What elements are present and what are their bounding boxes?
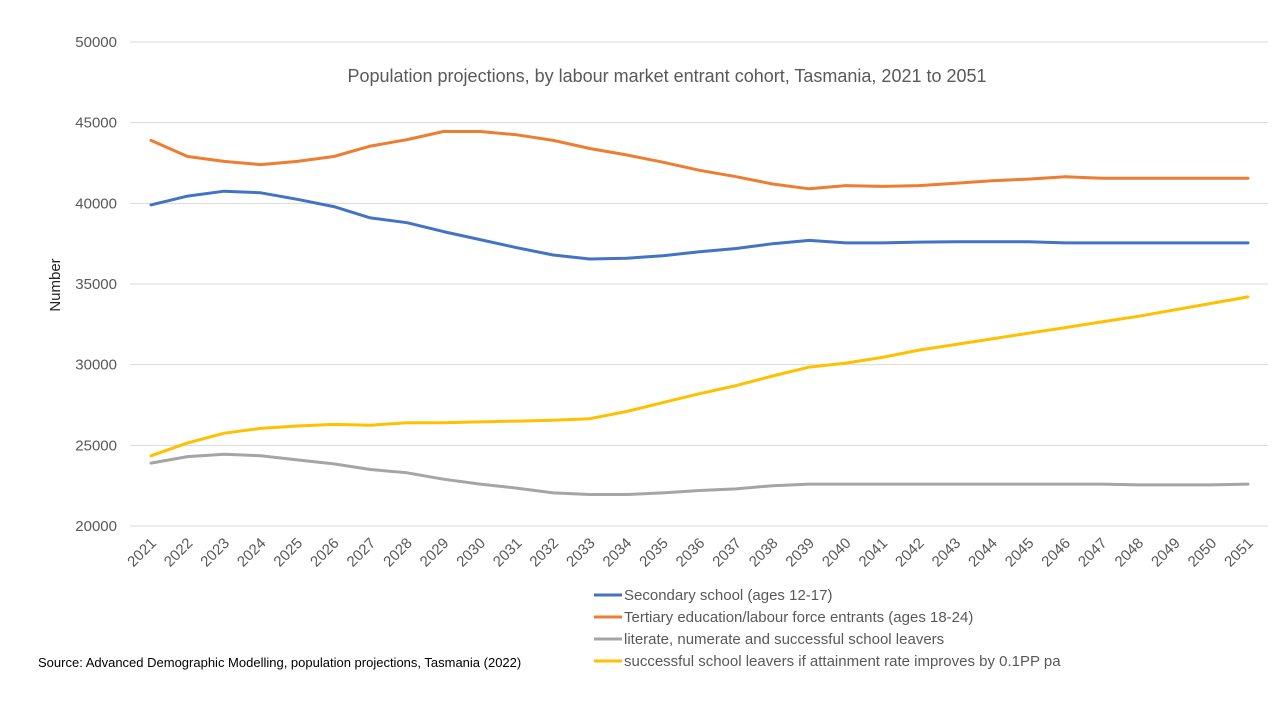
x-tick-label: 2043	[929, 535, 965, 571]
x-tick-label: 2050	[1185, 535, 1221, 571]
legend: Secondary school (ages 12-17) Tertiary ed…	[594, 587, 1061, 670]
x-tick-label: 2023	[197, 535, 233, 571]
series-line	[149, 295, 1250, 458]
x-tick-label: 2025	[270, 535, 306, 571]
x-tick-label: 2045	[1002, 535, 1038, 571]
series-line	[149, 130, 1250, 191]
x-tick-label: 2028	[380, 535, 416, 571]
x-tick-label: 2047	[1075, 535, 1111, 571]
series-line	[149, 189, 1250, 261]
legend-label: successful school leavers if attainment …	[624, 653, 1061, 670]
x-axis-ticks: 2021 2022 2023 2024 2025 2026 2027 2028 2029 2030…	[124, 535, 1257, 571]
x-tick-label: 2041	[856, 535, 892, 571]
x-tick-label: 2035	[636, 535, 672, 571]
y-tick-label: 30000	[75, 357, 117, 374]
y-tick-label: 35000	[75, 276, 117, 293]
y-tick-label: 25000	[75, 437, 117, 454]
x-tick-label: 2051	[1221, 535, 1257, 571]
x-tick-label: 2037	[709, 535, 745, 571]
x-tick-label: 2034	[600, 535, 636, 571]
x-tick-label: 2027	[344, 535, 380, 571]
y-axis-label: Number	[47, 258, 64, 311]
x-tick-label: 2036	[673, 535, 709, 571]
series-line	[149, 452, 1250, 496]
x-tick-label: 2033	[563, 535, 599, 571]
series-lines	[149, 130, 1250, 496]
x-tick-label: 2021	[124, 535, 160, 571]
x-tick-label: 2048	[1112, 535, 1148, 571]
y-tick-label: 40000	[75, 195, 117, 212]
y-tick-label: 50000	[75, 34, 117, 51]
source-note: Source: Advanced Demographic Modelling, …	[38, 655, 522, 670]
x-tick-label: 2038	[746, 535, 782, 571]
x-tick-label: 2024	[234, 535, 270, 571]
x-tick-label: 2031	[490, 535, 526, 571]
gridlines	[130, 41, 1268, 527]
chart-title: Population projections, by labour market…	[347, 66, 986, 86]
legend-label: Tertiary education/labour force entrants…	[624, 609, 973, 626]
y-axis-ticks: 20000 25000 30000 35000 40000 45000 50000	[75, 34, 117, 535]
x-tick-label: 2022	[161, 535, 197, 571]
x-tick-label: 2029	[417, 535, 453, 571]
x-tick-label: 2026	[307, 535, 343, 571]
x-tick-label: 2046	[1038, 535, 1074, 571]
x-tick-label: 2039	[782, 535, 818, 571]
x-tick-label: 2030	[453, 535, 489, 571]
x-tick-label: 2040	[819, 535, 855, 571]
x-tick-label: 2032	[526, 535, 562, 571]
x-tick-label: 2049	[1148, 535, 1184, 571]
x-tick-label: 2044	[965, 535, 1001, 571]
legend-label: literate, numerate and successful school…	[624, 631, 944, 648]
x-tick-label: 2042	[892, 535, 928, 571]
y-tick-label: 45000	[75, 115, 117, 132]
legend-label: Secondary school (ages 12-17)	[624, 587, 832, 604]
y-tick-label: 20000	[75, 518, 117, 535]
